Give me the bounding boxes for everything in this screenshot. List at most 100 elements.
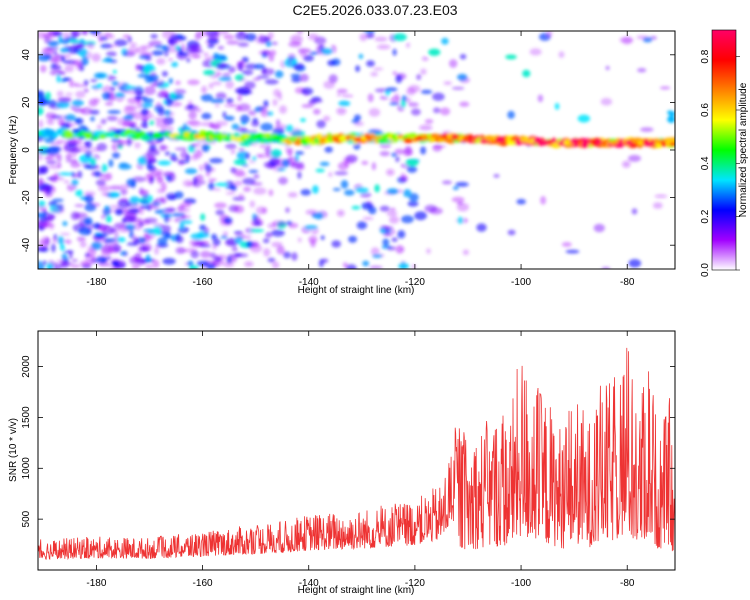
heatmap-panel: -180 -160 -140 -120 -100 -80 -40 -20 0 20 40 Heig… [8,30,676,296]
heatmap-cell [640,127,654,132]
heatmap-cell [336,107,347,115]
heatmap-cell [308,235,318,243]
heatmap-cell [103,238,112,244]
heatmap-cell [628,154,641,162]
heatmap-cell [200,213,206,221]
heatmap-cell [554,102,560,110]
heatmap-cell [72,172,79,179]
heatmap-cell [245,152,251,160]
heatmap-cell [105,51,117,57]
x-tick-label: -140 [299,578,319,589]
heatmap-cell [299,73,309,82]
heatmap-cell [138,246,148,252]
heatmap-cell [263,100,269,108]
heatmap-cell [250,228,264,233]
x-tick-label: -180 [86,578,106,589]
heatmap-cell [410,108,421,116]
heatmap-cell [253,215,260,223]
heatmap-cell [86,42,95,49]
heatmap-cell [272,98,278,107]
heatmap-cell [259,142,266,149]
heatmap-cell [93,72,105,79]
heatmap-cell [235,31,248,41]
heatmap-cell [139,206,144,215]
heatmap-cell [321,48,333,55]
heatmap-cell [209,157,223,164]
heatmap-cell [38,53,51,62]
ridge-cell [467,134,473,139]
heatmap-cell [398,263,410,269]
heatmap-cell [252,156,257,161]
heatmap-cell [186,57,191,63]
heatmap-cell [230,184,237,192]
heatmap-cell [38,200,46,207]
heatmap-cell [91,241,102,250]
heatmap-cell [75,90,86,98]
heatmap-cell [141,107,149,116]
heatmap-cell [327,59,336,67]
x-tick-label: -180 [86,277,106,288]
heatmap-cell [600,97,613,106]
heatmap-cell [281,159,290,168]
heatmap-cell [199,244,212,248]
heatmap-cell [111,81,120,86]
heatmap-cell [106,34,115,39]
heatmap-cell [265,41,272,47]
heatmap-cell [60,243,65,251]
heatmap-cell [186,182,193,186]
heatmap-cell [65,92,73,96]
heatmap-cell [165,98,173,107]
heatmap-cell [223,261,235,268]
heatmap-cell [44,35,51,44]
heatmap-cell [601,266,611,269]
heatmap-cell [60,122,71,130]
heatmap-cell [181,214,191,220]
heatmap-cell [374,88,388,93]
heatmap-cell [367,93,374,103]
x-tick-label: -160 [193,277,213,288]
heatmap-cell [397,230,406,239]
ridge-cell [669,111,675,116]
heatmap-cell [338,100,351,107]
heatmap-cell [135,237,146,245]
heatmap-cell [150,169,164,176]
heatmap-cell [241,56,249,63]
heatmap-cell [203,69,215,76]
heatmap-cell [540,195,547,205]
heatmap-cell [214,202,227,209]
heatmap-cell [79,260,93,266]
heatmap-cell [96,142,108,152]
ridge-cell [656,142,663,149]
heatmap-cell [304,225,318,230]
heatmap-cell [50,65,62,70]
heatmap-cell [134,142,141,149]
heatmap-cell [336,88,348,94]
heatmap-cell [171,212,186,217]
heatmap-cell [206,167,216,172]
heatmap-cell [83,79,89,86]
heatmap-cell [93,234,105,240]
heatmap-cell [157,160,171,166]
heatmap-cell [259,106,268,114]
ridge-cell [62,129,71,134]
heatmap-cell [220,235,228,239]
heatmap-cell [404,97,412,104]
heatmap-cell [66,149,78,158]
heatmap-cell [38,260,42,265]
heatmap-cell [50,141,62,146]
bottom-x-ticks: -180 -160 -140 -120 -100 -80 [86,331,635,589]
heatmap-cell [118,139,128,146]
heatmap-cell [90,78,98,83]
heatmap-cell [69,137,83,146]
heatmap-cell [134,96,149,100]
heatmap-cell [169,111,175,116]
heatmap-cell [71,258,78,263]
heatmap-cell [47,41,60,47]
heatmap-cell [118,162,129,167]
heatmap-cell [109,237,120,245]
x-tick-label: -100 [511,277,531,288]
heatmap-cell [200,250,211,259]
heatmap-cell [256,75,270,79]
heatmap-cell [175,247,186,254]
heatmap-cell [258,34,264,39]
